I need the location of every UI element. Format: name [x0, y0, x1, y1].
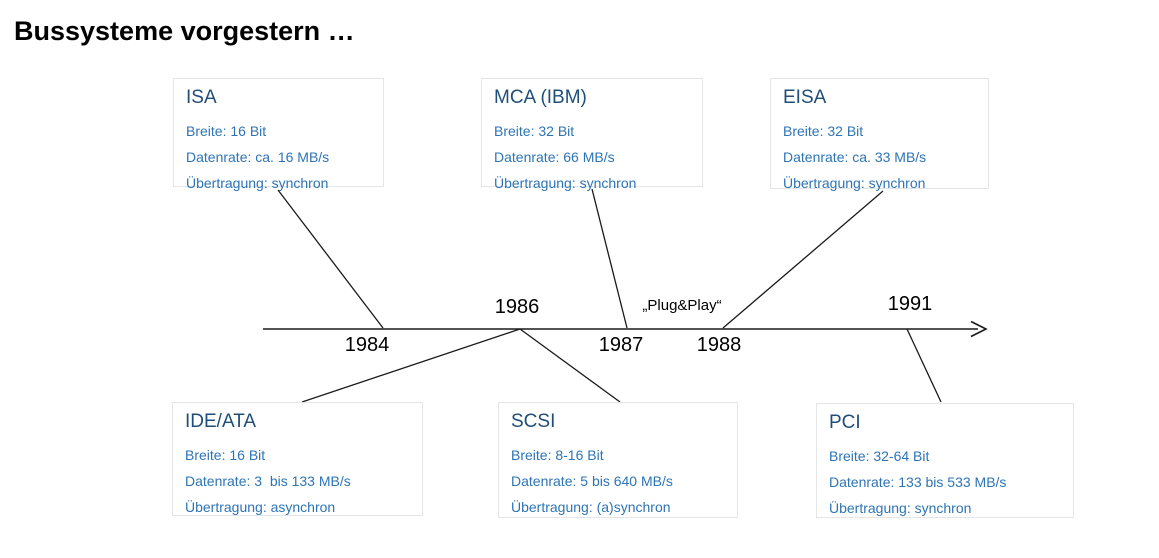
box-line-datenrate: Datenrate: 66 MB/s — [494, 149, 615, 165]
box-line-uebertragung: Übertragung: asynchron — [185, 499, 336, 515]
box-line-breite: Breite: 32 Bit — [783, 123, 864, 139]
box-title: PCI — [829, 412, 861, 433]
year-label-1984: 1984 — [344, 334, 390, 356]
info-box-pci: PCI Breite: 32-64 Bit Datenrate: 133 bis… — [816, 403, 1074, 518]
box-line-breite: Breite: 32 Bit — [494, 123, 575, 139]
box-line-datenrate: Datenrate: 133 bis 533 MB/s — [829, 474, 1007, 490]
box-title: MCA (IBM) — [494, 87, 587, 108]
box-line-datenrate: Datenrate: ca. 33 MB/s — [783, 149, 927, 165]
box-line-breite: Breite: 16 Bit — [186, 123, 267, 139]
box-line-uebertragung: Übertragung: synchron — [494, 175, 637, 191]
connector-mca-1987 — [591, 188, 628, 329]
page-title: Bussysteme vorgestern … — [14, 16, 355, 46]
box-line-breite: Breite: 32-64 Bit — [829, 448, 930, 464]
year-label-1991: 1991 — [887, 293, 933, 315]
connector-eisa-1988 — [722, 190, 884, 329]
box-line-uebertragung: Übertragung: synchron — [783, 175, 926, 191]
timeline-arrowhead-icon — [970, 320, 988, 338]
box-title: EISA — [783, 87, 827, 108]
box-title: IDE/ATA — [185, 411, 257, 432]
info-box-eisa: EISA Breite: 32 Bit Datenrate: ca. 33 MB… — [770, 78, 989, 191]
box-line-uebertragung: Übertragung: synchron — [829, 500, 972, 516]
connector-isa-1984 — [277, 189, 384, 329]
year-label-1986: 1986 — [494, 296, 540, 318]
plug-and-play-label: „Plug&Play“ — [642, 297, 722, 314]
info-box-scsi: SCSI Breite: 8-16 Bit Datenrate: 5 bis 6… — [498, 402, 738, 518]
box-title: ISA — [186, 87, 217, 108]
connector-pci-1991 — [906, 328, 942, 403]
year-label-1988: 1988 — [696, 334, 742, 356]
box-line-datenrate: Datenrate: 5 bis 640 MB/s — [511, 473, 673, 489]
box-line-datenrate: Datenrate: ca. 16 MB/s — [186, 149, 330, 165]
box-line-breite: Breite: 8-16 Bit — [511, 447, 604, 463]
box-line-uebertragung: Übertragung: synchron — [186, 175, 329, 191]
info-box-isa: ISA Breite: 16 Bit Datenrate: ca. 16 MB/… — [173, 78, 384, 191]
info-box-mca: MCA (IBM) Breite: 32 Bit Datenrate: 66 M… — [481, 78, 703, 191]
info-box-ide-ata: IDE/ATA Breite: 16 Bit Datenrate: 3 bis … — [172, 402, 423, 516]
connector-ide-1986 — [301, 328, 521, 403]
year-label-1987: 1987 — [598, 334, 644, 356]
box-title: SCSI — [511, 411, 556, 432]
box-line-uebertragung: Übertragung: (a)synchron — [511, 499, 671, 515]
box-line-breite: Breite: 16 Bit — [185, 447, 266, 463]
box-line-datenrate: Datenrate: 3 bis 133 MB/s — [185, 473, 351, 489]
